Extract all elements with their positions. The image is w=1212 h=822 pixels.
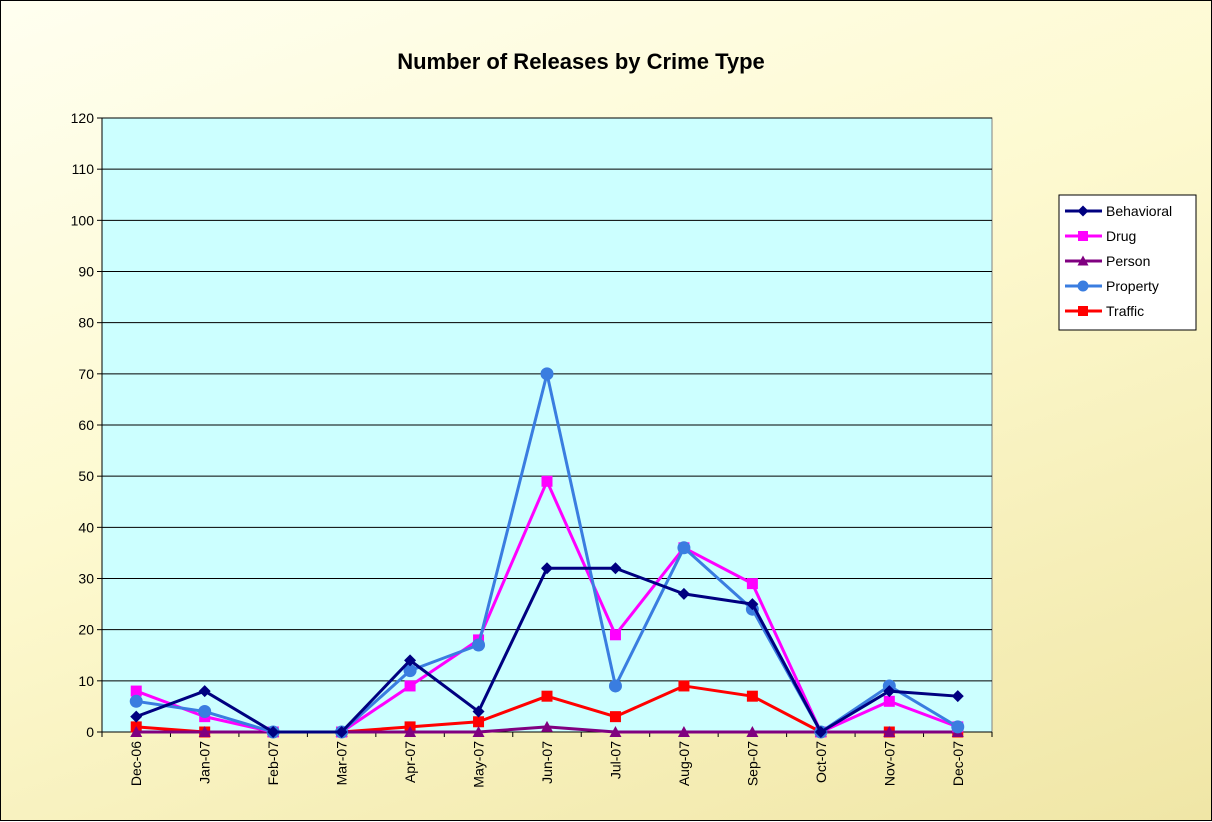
data-point xyxy=(677,541,691,555)
data-point xyxy=(541,720,553,732)
data-point xyxy=(404,680,416,692)
data-point xyxy=(404,654,417,667)
data-point xyxy=(883,695,895,707)
y-tick-label: 90 xyxy=(78,264,94,280)
x-tick-label: Nov-07 xyxy=(881,741,897,786)
y-tick-label: 80 xyxy=(78,315,94,331)
y-tick-label: 40 xyxy=(78,519,94,535)
data-point xyxy=(677,726,690,737)
x-tick-label: Aug-07 xyxy=(676,741,692,786)
data-point xyxy=(540,367,554,381)
legend-label: Behavioral xyxy=(1106,203,1172,219)
data-point xyxy=(198,726,211,737)
y-tick-label: 110 xyxy=(72,161,95,177)
data-point xyxy=(609,726,622,737)
y-tick-label: 100 xyxy=(71,212,95,228)
data-point xyxy=(473,716,485,728)
data-point xyxy=(677,587,690,600)
data-point xyxy=(951,720,965,734)
data-point xyxy=(541,475,553,487)
data-point xyxy=(404,726,417,737)
x-tick-label: Dec-06 xyxy=(128,741,144,786)
x-tick-label: Feb-07 xyxy=(265,741,281,786)
data-point xyxy=(608,679,622,693)
data-point xyxy=(198,685,211,698)
data-point xyxy=(746,690,758,702)
legend-item-drug: Drug xyxy=(1065,228,1136,244)
legend-item-person: Person xyxy=(1065,253,1150,269)
y-tick-label: 120 xyxy=(71,110,95,126)
data-point xyxy=(951,690,964,703)
series-group xyxy=(129,367,965,739)
x-tick-label: Jan-07 xyxy=(197,741,213,784)
y-tick-label: 20 xyxy=(78,622,94,638)
data-point xyxy=(198,705,212,719)
x-tick-label: Mar-07 xyxy=(334,741,350,786)
data-point xyxy=(130,726,143,737)
x-tick-label: Oct-07 xyxy=(813,741,829,783)
y-tick-label: 0 xyxy=(86,724,94,740)
legend-marker xyxy=(1077,205,1089,217)
x-tick-label: May-07 xyxy=(471,741,487,788)
data-point xyxy=(403,664,417,678)
data-point xyxy=(130,710,143,723)
x-tick-label: Apr-07 xyxy=(402,741,418,783)
legend-label: Person xyxy=(1106,253,1150,269)
data-point xyxy=(746,598,759,611)
legend-marker xyxy=(1078,231,1088,241)
legend-label: Property xyxy=(1106,278,1159,294)
legend-item-behavioral: Behavioral xyxy=(1065,203,1172,219)
data-point xyxy=(129,694,143,708)
y-tick-label: 30 xyxy=(78,571,94,587)
legend-item-property: Property xyxy=(1065,278,1159,294)
legend-marker xyxy=(1077,280,1089,292)
x-tick-label: Jul-07 xyxy=(607,741,623,779)
y-tick-label: 50 xyxy=(78,468,94,484)
y-axis: 0 10 20 30 40 50 60 70 80 90 100 110 120 xyxy=(71,110,103,740)
data-point xyxy=(746,726,759,737)
legend-label: Traffic xyxy=(1106,303,1144,319)
legend: Behavioral Drug Person Property Traffic xyxy=(1058,194,1197,331)
legend-label: Drug xyxy=(1106,228,1136,244)
y-tick-label: 70 xyxy=(78,366,94,382)
data-point xyxy=(883,726,896,737)
data-point xyxy=(541,690,553,702)
chart-title: Number of Releases by Crime Type xyxy=(397,49,765,74)
data-point xyxy=(609,711,621,723)
data-point xyxy=(609,629,621,641)
data-point xyxy=(130,685,142,697)
x-tick-label: Jun-07 xyxy=(539,741,555,784)
data-point xyxy=(746,578,758,590)
x-tick-label: Dec-07 xyxy=(950,741,966,786)
data-point xyxy=(472,726,485,737)
gridlines xyxy=(102,117,992,682)
data-point xyxy=(267,726,280,738)
data-point xyxy=(472,638,486,652)
series-behavioral xyxy=(130,562,964,738)
legend-marker xyxy=(1077,255,1089,266)
data-point xyxy=(814,726,827,738)
data-point xyxy=(609,562,622,575)
legend-item-traffic: Traffic xyxy=(1065,303,1144,319)
legend-marker xyxy=(1078,306,1088,316)
x-tick-label: Sep-07 xyxy=(744,741,760,786)
y-tick-label: 60 xyxy=(78,417,94,433)
y-tick-label: 10 xyxy=(78,673,94,689)
data-point xyxy=(541,562,553,575)
data-point xyxy=(883,685,896,698)
data-point xyxy=(472,705,485,718)
data-point xyxy=(335,726,348,738)
x-axis: Dec-06 Jan-07 Feb-07 Mar-07 Apr-07 May-07 Jun-… xyxy=(101,731,993,788)
data-point xyxy=(678,680,690,692)
